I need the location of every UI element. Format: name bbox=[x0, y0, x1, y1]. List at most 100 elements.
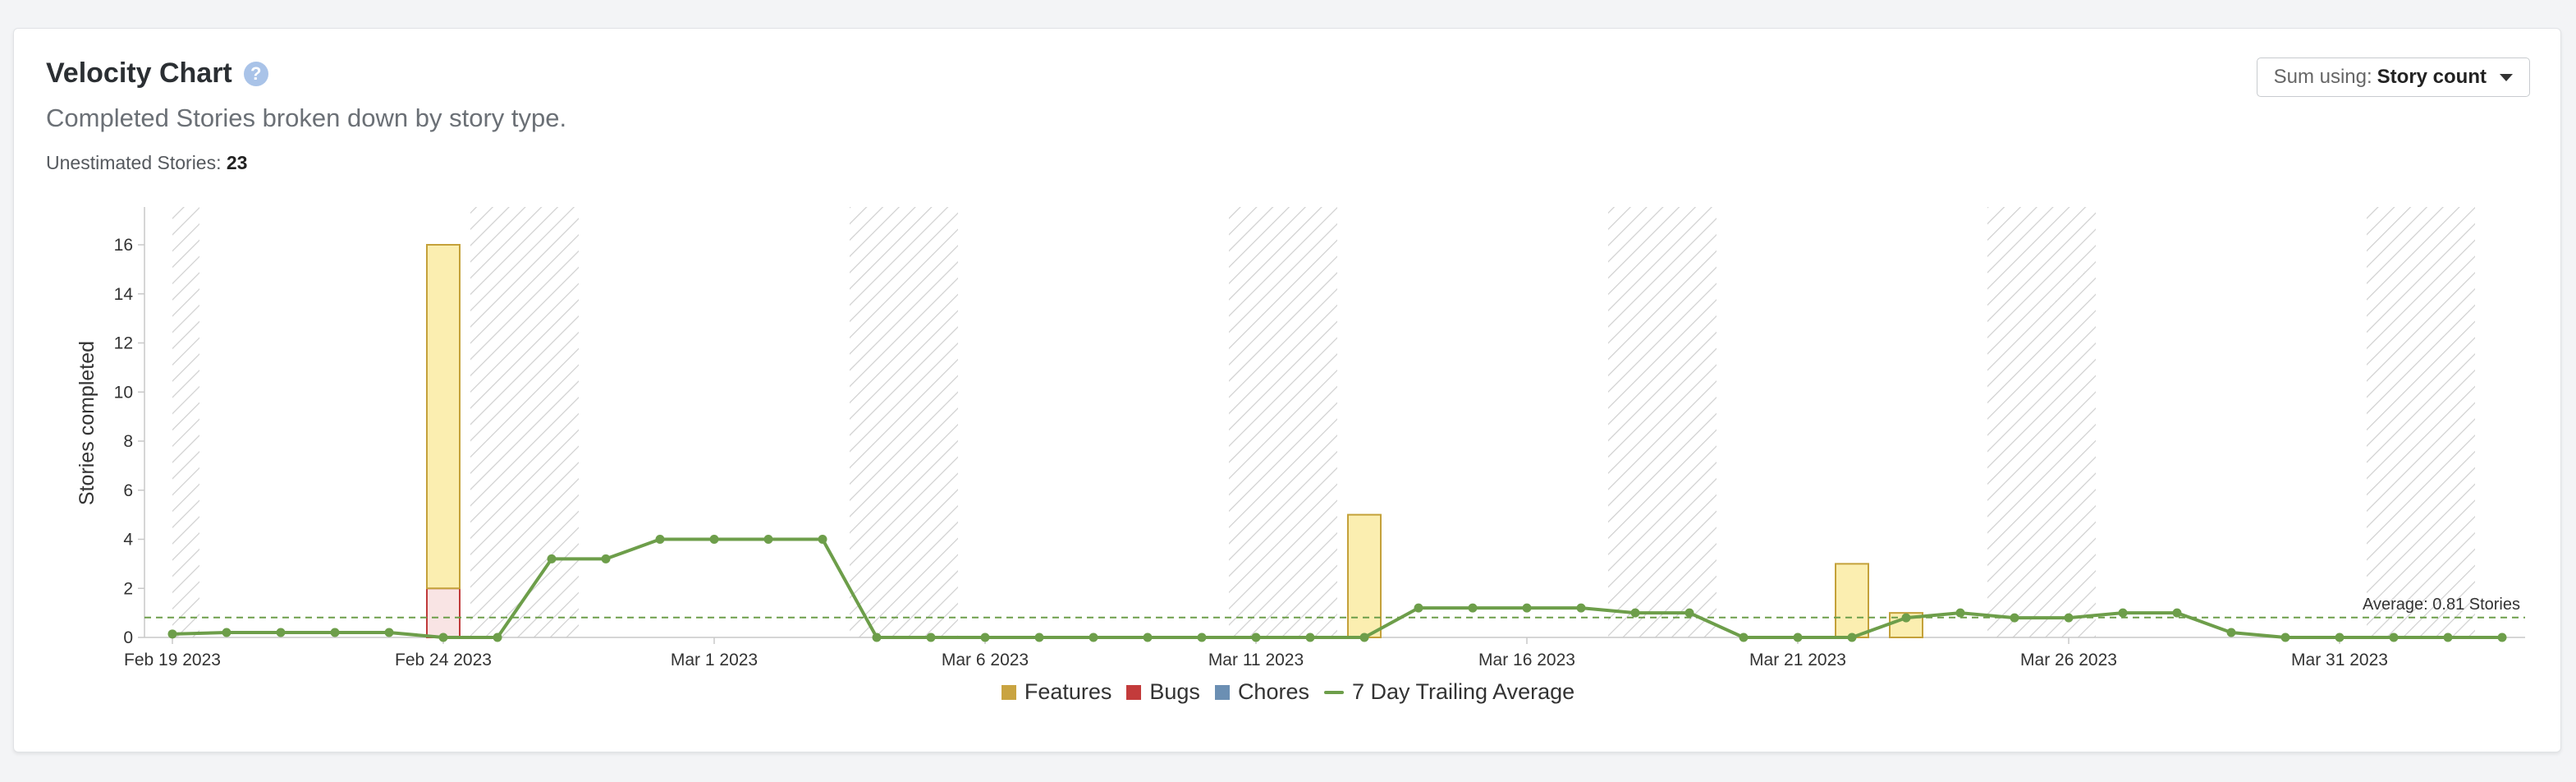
chart-legend: Features Bugs Chores 7 Day Trailing Aver… bbox=[0, 679, 2576, 705]
x-tick-label: Feb 24 2023 bbox=[395, 651, 492, 669]
trailing-average-point bbox=[1468, 603, 1478, 613]
trailing-average-point bbox=[1143, 632, 1153, 642]
weekend-band-3 bbox=[1229, 207, 1337, 637]
trailing-average-point bbox=[330, 628, 340, 637]
trailing-average-point bbox=[655, 535, 665, 544]
trailing-average-point bbox=[438, 632, 448, 642]
caret-down-icon bbox=[2500, 73, 2513, 81]
sum-using-label: Sum using: bbox=[2273, 66, 2372, 88]
sum-using-dropdown[interactable]: Sum using: Story count bbox=[2256, 58, 2530, 97]
weekend-band-4 bbox=[1608, 207, 1717, 637]
weekend-band-1 bbox=[470, 207, 579, 637]
trailing-average-point bbox=[384, 628, 394, 637]
trailing-average-point bbox=[926, 632, 936, 642]
x-tick-label: Mar 6 2023 bbox=[942, 651, 1029, 669]
trailing-average-point bbox=[276, 628, 286, 637]
legend-trailing-average[interactable]: 7 Day Trailing Average bbox=[1323, 679, 1575, 705]
trailing-average-point bbox=[1793, 632, 1803, 642]
question-circle-icon[interactable]: ? bbox=[243, 61, 268, 86]
average-label: Average: 0.81 Stories bbox=[2363, 596, 2520, 614]
trailing-average-point bbox=[1522, 603, 1532, 613]
trailing-average-point bbox=[1305, 632, 1315, 642]
y-tick-label-6: 6 bbox=[123, 481, 133, 500]
trailing-average-point bbox=[1901, 613, 1911, 623]
weekend-band-2 bbox=[850, 207, 958, 637]
trailing-average-point bbox=[547, 554, 557, 564]
trailing-average-point bbox=[222, 628, 231, 637]
weekend-band-0 bbox=[172, 207, 199, 637]
trailing-average-point bbox=[818, 535, 827, 544]
unestimated-label: Unestimated Stories: bbox=[46, 152, 222, 173]
trailing-average-point bbox=[2280, 632, 2290, 642]
trailing-average-line bbox=[172, 537, 2502, 639]
bar-features bbox=[426, 244, 461, 590]
trailing-average-point bbox=[2335, 632, 2345, 642]
legend-bugs-swatch bbox=[1126, 684, 1142, 700]
chart-title: Velocity Chart bbox=[46, 58, 232, 89]
trailing-average-point bbox=[2497, 632, 2507, 642]
sum-using-value: Story count bbox=[2377, 66, 2487, 88]
trailing-average-point bbox=[1359, 632, 1369, 642]
legend-features-swatch bbox=[1001, 684, 1016, 700]
trailing-average-point bbox=[2010, 613, 2019, 623]
trailing-average-point bbox=[1847, 632, 1857, 642]
bar-features bbox=[1835, 563, 1869, 638]
y-tick-label-8: 8 bbox=[123, 432, 133, 451]
trailing-average-point bbox=[1251, 632, 1261, 642]
x-tick-label: Mar 1 2023 bbox=[671, 651, 758, 669]
y-tick-label-16: 16 bbox=[114, 236, 133, 255]
average-line: Average: 0.81 Stories bbox=[144, 596, 2525, 619]
y-tick-label-0: 0 bbox=[123, 628, 133, 647]
trailing-average-point bbox=[1576, 603, 1586, 613]
trailing-average-point bbox=[1034, 632, 1044, 642]
legend-trailing-average-swatch bbox=[1323, 690, 1344, 694]
legend-features-label: Features bbox=[1024, 679, 1112, 704]
trailing-average-point bbox=[709, 535, 719, 544]
bar-bugs bbox=[426, 587, 461, 638]
x-tick-label: Mar 31 2023 bbox=[2291, 651, 2388, 669]
trailing-average-point bbox=[2172, 608, 2182, 618]
trailing-average-point bbox=[1414, 603, 1423, 613]
y-tick-label-12: 12 bbox=[114, 334, 133, 353]
x-tick-label: Feb 19 2023 bbox=[124, 651, 221, 669]
y-axis-label: Stories completed bbox=[76, 341, 99, 505]
trailing-average-point bbox=[1197, 632, 1207, 642]
trailing-average-point bbox=[1955, 608, 1965, 618]
legend-trailing-average-label: 7 Day Trailing Average bbox=[1351, 679, 1575, 704]
y-tick-label-14: 14 bbox=[114, 285, 134, 304]
trailing-average-series bbox=[167, 535, 2507, 642]
trailing-average-point bbox=[493, 632, 502, 642]
unestimated-stories: Unestimated Stories: 23 bbox=[46, 152, 247, 174]
trailing-average-point bbox=[2118, 608, 2128, 618]
trailing-average-point bbox=[601, 554, 611, 564]
trailing-average-point bbox=[763, 535, 773, 544]
trailing-average-point bbox=[872, 632, 882, 642]
y-tick-label-2: 2 bbox=[123, 579, 133, 598]
weekend-band-5 bbox=[1987, 207, 2096, 637]
x-tick-label: Mar 11 2023 bbox=[1208, 651, 1304, 669]
trailing-average-point bbox=[1089, 632, 1098, 642]
legend-features[interactable]: Features bbox=[1001, 679, 1112, 705]
legend-bugs[interactable]: Bugs bbox=[1126, 679, 1200, 705]
y-tick-label-10: 10 bbox=[114, 383, 133, 402]
x-tick-label: Mar 26 2023 bbox=[2020, 651, 2117, 669]
trailing-average-point bbox=[167, 629, 177, 639]
weekend-bands bbox=[172, 207, 2475, 637]
chart-axes: 0 2 4 6 8 10 12 14 16 Feb 19 2023 Feb 24 2023 Mar 1… bbox=[114, 207, 2525, 669]
legend-chores[interactable]: Chores bbox=[1214, 679, 1309, 705]
trailing-average-point bbox=[2389, 632, 2399, 642]
trailing-average-point bbox=[2064, 613, 2074, 623]
trailing-average-point bbox=[1739, 632, 1749, 642]
trailing-average-point bbox=[2443, 632, 2453, 642]
unestimated-count: 23 bbox=[226, 152, 248, 173]
legend-bugs-label: Bugs bbox=[1149, 679, 1200, 704]
x-tick-label: Mar 21 2023 bbox=[1749, 651, 1846, 669]
legend-chores-swatch bbox=[1214, 684, 1230, 700]
x-tick-label: Mar 16 2023 bbox=[1478, 651, 1575, 669]
chart-subtitle: Completed Stories broken down by story t… bbox=[46, 104, 567, 132]
title-row: Velocity Chart ? bbox=[46, 58, 268, 90]
trailing-average-point bbox=[2226, 628, 2236, 637]
trailing-average-point bbox=[1630, 608, 1640, 618]
trailing-average-point bbox=[1684, 608, 1694, 618]
